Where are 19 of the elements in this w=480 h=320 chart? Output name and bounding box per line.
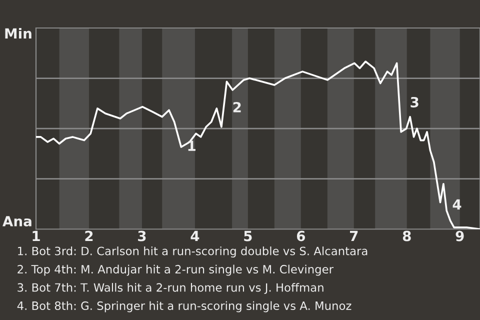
x-tick-label: 4	[190, 230, 200, 242]
text: Ana	[2, 216, 32, 226]
x-tick-label: 8	[402, 230, 411, 242]
annotation: 1	[188, 140, 196, 151]
text: 2. Top 4th: M. Andujar hit a 2-run single vs M. Clevinger	[18, 264, 334, 276]
x-tick-label: 3	[138, 230, 146, 242]
text: 1. Bot 3rd: D. Carlson hit a run-scoring double vs S. Alcantara	[18, 246, 368, 258]
annotation: 2	[233, 102, 241, 112]
annotation: 3	[410, 96, 418, 108]
text: 3. Bot 7th: T. Walls hit a 2-run home run vs J. Hoffman	[18, 282, 324, 294]
annotation: 4	[452, 199, 462, 210]
x-tick-label: 6	[296, 230, 305, 242]
text: 4. Bot 8th: G. Springer hit a run-scoring single vs A. Munoz	[17, 301, 352, 312]
x-tick-label: 2	[85, 230, 93, 242]
x-tick-label: 1	[32, 230, 40, 242]
text: Min	[5, 28, 32, 39]
x-tick-label: 5	[244, 230, 252, 242]
x-tick-label: 7	[350, 230, 358, 242]
x-tick-label: 9	[456, 230, 464, 242]
